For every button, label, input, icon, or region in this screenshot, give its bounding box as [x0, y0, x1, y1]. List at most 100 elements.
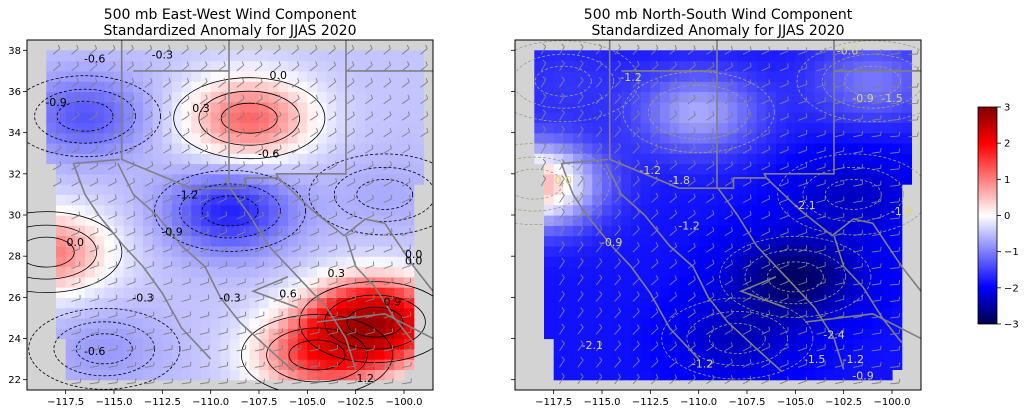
wind-barb-flag — [204, 44, 208, 49]
heatmap-cell — [843, 359, 854, 370]
wind-barb-flag — [542, 125, 547, 130]
heatmap-cell — [172, 91, 183, 103]
heatmap-cell — [181, 81, 192, 93]
heatmap-cell — [326, 215, 337, 226]
heatmap-cell — [747, 225, 758, 237]
heatmap-cell — [152, 132, 163, 144]
wind-barb-flag — [335, 211, 338, 216]
wind-barb — [163, 365, 173, 368]
heatmap-cell — [892, 287, 903, 298]
wind-barb — [706, 81, 715, 88]
heatmap-cell — [336, 70, 347, 82]
wind-barb — [687, 81, 696, 88]
contour-line — [308, 153, 433, 236]
heatmap-cell — [892, 184, 903, 195]
wind-barb — [650, 377, 659, 385]
heatmap-cell — [268, 194, 279, 206]
heatmap-cell — [863, 153, 874, 165]
wind-barb-flag — [693, 143, 696, 149]
heatmap-cell — [114, 225, 125, 237]
heatmap-cell — [94, 287, 105, 298]
heatmap-cell — [544, 184, 555, 195]
heatmap-cell — [143, 194, 154, 206]
heatmap-cell — [737, 184, 748, 195]
heatmap-cell — [592, 348, 603, 360]
wind-barb-flag — [373, 378, 376, 383]
heatmap-cell — [413, 60, 424, 72]
wind-barb-flag — [354, 211, 356, 216]
heatmap-cell — [582, 215, 593, 226]
heatmap-cell — [863, 235, 874, 247]
heatmap-cell — [297, 235, 308, 247]
wind-barb-flag — [916, 82, 919, 88]
heatmap-cell — [660, 50, 671, 62]
wind-barb — [595, 360, 603, 368]
wind-barb-flag — [225, 211, 228, 216]
heatmap-cell — [278, 142, 289, 154]
wind-barb-flag — [208, 378, 210, 383]
heatmap-cell — [756, 91, 767, 103]
wind-barb — [577, 211, 584, 220]
wind-barb-flag — [425, 44, 428, 49]
wind-barb-flag — [898, 131, 901, 136]
heatmap-cell — [563, 91, 574, 103]
heatmap-cell — [384, 142, 395, 154]
wind-barb — [816, 232, 826, 237]
heatmap-cell — [679, 60, 690, 72]
heatmap-cell — [65, 122, 76, 134]
contour-label: -0.9 — [45, 96, 66, 109]
heatmap-cell — [75, 194, 86, 206]
heatmap-cell — [563, 307, 574, 319]
wind-barb — [632, 146, 640, 154]
wind-barb-flag — [333, 61, 337, 66]
heatmap-cell — [133, 204, 144, 216]
heatmap-cell — [172, 328, 183, 340]
heatmap-cell — [747, 328, 758, 340]
heatmap-cell — [872, 276, 883, 288]
heatmap-cell — [133, 70, 144, 82]
wind-barb — [559, 46, 565, 55]
wind-barb-flag — [599, 373, 603, 378]
heatmap-cell — [611, 348, 622, 360]
heatmap-cell — [698, 204, 709, 216]
heatmap-cell — [162, 184, 173, 195]
heatmap-cell — [563, 369, 574, 381]
wind-barb-flag — [712, 61, 715, 67]
wind-barb — [181, 214, 190, 220]
heatmap-cell — [660, 91, 671, 103]
wind-barb-flag — [768, 326, 771, 331]
wind-barb — [291, 181, 301, 187]
heatmap-cell — [346, 163, 357, 175]
wind-barb — [742, 296, 752, 302]
heatmap-cell — [384, 173, 395, 185]
heatmap-cell — [660, 348, 671, 360]
wind-barb — [595, 162, 603, 170]
wind-barb — [254, 114, 263, 121]
wind-barb-flag — [655, 143, 659, 148]
heatmap-cell — [872, 142, 883, 154]
heatmap-cell — [640, 112, 651, 123]
wind-barb — [890, 86, 900, 88]
heatmap-cell — [843, 70, 854, 82]
heatmap-cell — [404, 163, 415, 175]
heatmap-cell — [737, 173, 748, 185]
wind-barb-flag — [599, 225, 603, 229]
heatmap-cell — [239, 338, 250, 350]
wind-barb — [346, 148, 355, 154]
heatmap-cell — [640, 184, 651, 195]
wind-barb — [107, 98, 116, 105]
heatmap-cell — [365, 50, 376, 62]
wind-barb — [595, 244, 603, 253]
heatmap-cell — [872, 50, 883, 62]
heatmap-cell — [776, 91, 787, 103]
contour-line — [173, 77, 326, 160]
heatmap-cell — [85, 307, 96, 319]
wind-barb-flag — [655, 357, 659, 362]
wind-barb — [310, 281, 319, 286]
wind-barb — [328, 331, 338, 335]
wind-barb — [724, 164, 733, 171]
wind-barb — [724, 329, 733, 335]
wind-barb-flag — [207, 228, 209, 233]
wind-barb-flag — [580, 224, 584, 229]
heatmap-cell — [766, 101, 777, 113]
